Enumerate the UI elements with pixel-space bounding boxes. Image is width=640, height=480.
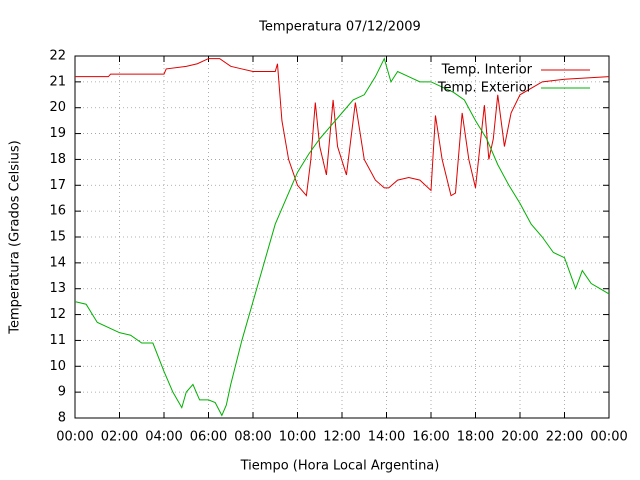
y-axis-title: Temperatura (Grados Celsius) <box>8 140 23 334</box>
x-tick-label: 02:00 <box>101 430 138 445</box>
y-tick-label: 11 <box>49 333 66 348</box>
y-tick-label: 17 <box>49 178 66 193</box>
series-line <box>74 57 610 417</box>
x-tick-label: 00:00 <box>56 430 93 445</box>
y-tick-label: 10 <box>49 359 66 374</box>
y-tick-label: 15 <box>49 230 66 245</box>
y-tick-label: 16 <box>49 204 66 219</box>
y-tick-label: 18 <box>49 152 66 167</box>
x-tick-label: 16:00 <box>412 430 449 445</box>
x-tick-label: 20:00 <box>501 430 538 445</box>
legend-label: Temp. Exterior <box>437 81 533 96</box>
x-tick-label: 10:00 <box>279 430 316 445</box>
y-tick-label: 20 <box>49 100 66 115</box>
x-tick-label: 00:00 <box>590 430 627 445</box>
chart-title: Temperatura 07/12/2009 <box>258 20 421 35</box>
legend-label: Temp. Interior <box>441 63 533 78</box>
y-tick-label: 22 <box>49 49 66 64</box>
x-tick-label: 06:00 <box>190 430 227 445</box>
x-tick-label: 08:00 <box>234 430 271 445</box>
x-tick-label: 14:00 <box>368 430 405 445</box>
x-tick-label: 12:00 <box>323 430 360 445</box>
x-tick-label: 18:00 <box>457 430 494 445</box>
y-tick-label: 8 <box>58 411 66 426</box>
plot-frame <box>74 55 610 419</box>
y-tick-label: 19 <box>49 126 66 141</box>
y-tick-label: 21 <box>49 74 66 89</box>
y-tick-label: 13 <box>49 281 66 296</box>
y-tick-label: 9 <box>58 385 66 400</box>
x-tick-label: 22:00 <box>546 430 583 445</box>
y-tick-label: 14 <box>49 255 66 270</box>
x-axis-title: Tiempo (Hora Local Argentina) <box>240 459 440 474</box>
x-tick-label: 04:00 <box>145 430 182 445</box>
y-tick-label: 12 <box>49 307 66 322</box>
series-line <box>75 58 610 197</box>
